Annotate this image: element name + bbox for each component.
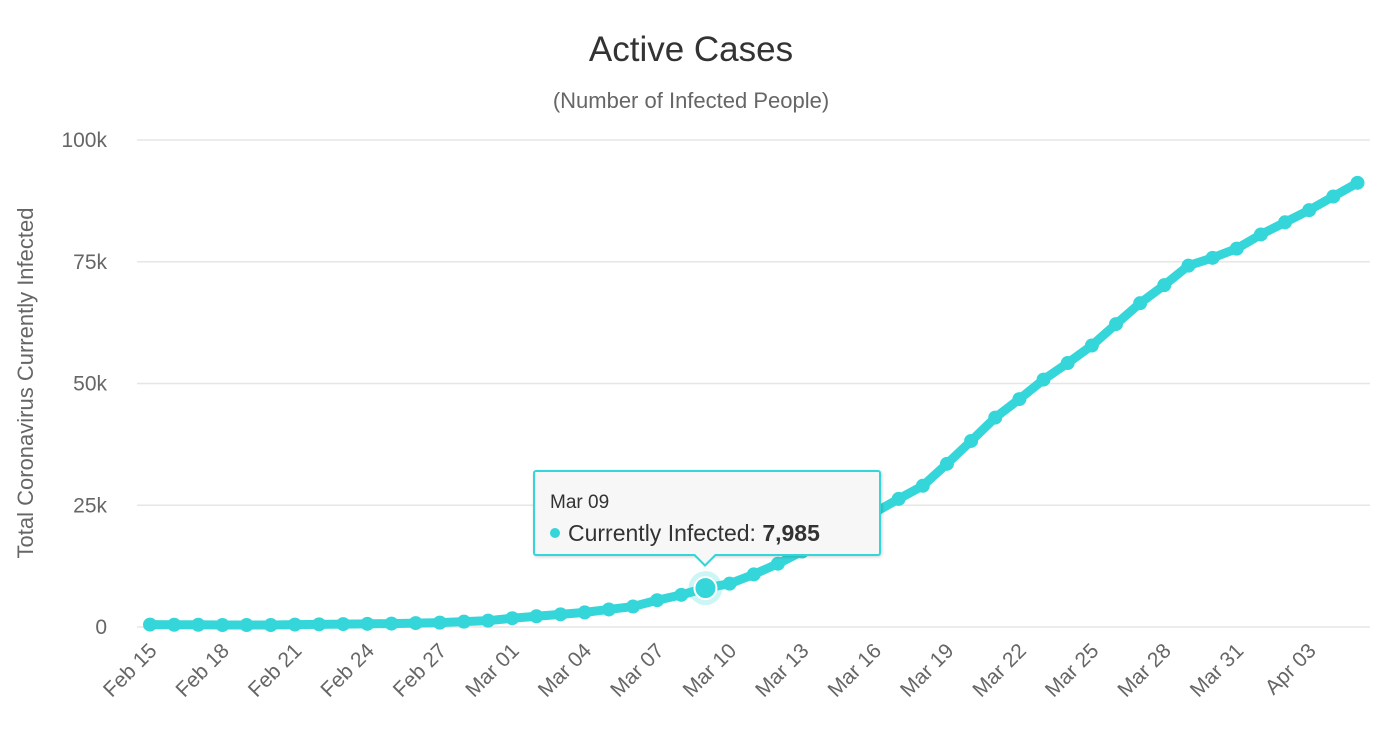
data-point[interactable] <box>1278 215 1293 230</box>
tooltip-value: 7,985 <box>762 520 820 546</box>
data-tooltip: Mar 09 Currently Infected: 7,985 <box>533 470 881 567</box>
chart-subtitle: (Number of Infected People) <box>552 88 830 113</box>
x-tick-label: Feb 27 <box>389 639 452 702</box>
data-point[interactable] <box>1060 356 1075 371</box>
data-point[interactable] <box>408 616 423 631</box>
tooltip-line: Currently Infected: 7,985 <box>550 520 820 547</box>
data-point[interactable] <box>1084 338 1099 353</box>
y-tick-label: 100k <box>61 129 107 152</box>
y-tick-label: 50k <box>73 373 107 396</box>
x-tick-label: Mar 19 <box>896 639 958 701</box>
data-point[interactable] <box>287 617 302 632</box>
data-point[interactable] <box>481 613 496 628</box>
data-point[interactable] <box>601 602 616 617</box>
data-point[interactable] <box>336 617 351 632</box>
x-tick-label: Mar 28 <box>1113 639 1175 701</box>
data-point[interactable] <box>215 618 230 633</box>
x-tick-label: Mar 25 <box>1041 639 1103 701</box>
data-point[interactable] <box>1350 175 1365 190</box>
data-point[interactable] <box>577 605 592 620</box>
x-tick-label: Feb 24 <box>316 639 379 702</box>
data-point[interactable] <box>770 556 785 571</box>
tooltip-label: Currently Infected: <box>568 520 763 546</box>
x-tick-label: Mar 16 <box>824 639 886 701</box>
tooltip-date: Mar 09 <box>550 492 610 513</box>
x-tick-label: Mar 10 <box>679 639 741 701</box>
data-point[interactable] <box>964 433 979 448</box>
data-point[interactable] <box>1157 278 1172 293</box>
data-point[interactable] <box>722 576 737 591</box>
x-tick-label: Mar 04 <box>534 639 597 702</box>
data-point[interactable] <box>505 611 520 626</box>
data-point[interactable] <box>1012 392 1027 407</box>
data-point[interactable] <box>360 616 375 631</box>
y-tick-label: 75k <box>73 251 107 274</box>
data-point[interactable] <box>1109 317 1123 332</box>
x-tick-label: Mar 22 <box>968 639 1030 701</box>
data-point[interactable] <box>263 618 278 633</box>
data-point[interactable] <box>384 616 399 631</box>
data-point[interactable] <box>143 617 157 632</box>
data-point[interactable] <box>1036 372 1051 387</box>
x-tick-label: Mar 07 <box>606 639 668 701</box>
data-point[interactable] <box>1229 241 1244 256</box>
data-point[interactable] <box>1253 227 1268 242</box>
data-point[interactable] <box>239 618 254 633</box>
x-tick-label: Feb 15 <box>99 639 162 702</box>
y-tick-label: 0 <box>95 616 107 639</box>
x-tick-label: Apr 03 <box>1261 639 1321 699</box>
x-tick-label: Mar 31 <box>1186 639 1248 701</box>
data-point[interactable] <box>529 609 544 624</box>
data-point[interactable] <box>891 491 906 506</box>
data-point[interactable] <box>1326 189 1341 204</box>
data-point[interactable] <box>939 456 954 471</box>
hovered-data-point[interactable] <box>693 576 718 601</box>
data-point[interactable] <box>915 478 930 493</box>
x-tick-label: Feb 18 <box>171 639 234 702</box>
data-point[interactable] <box>553 607 568 622</box>
data-point[interactable] <box>650 593 665 608</box>
data-point[interactable] <box>1181 258 1196 273</box>
data-point[interactable] <box>1133 296 1148 311</box>
data-point[interactable] <box>1205 250 1220 265</box>
x-tick-label: Mar 01 <box>461 639 523 701</box>
x-tick-label: Feb 21 <box>244 639 307 702</box>
y-tick-label: 25k <box>73 494 107 517</box>
data-point[interactable] <box>167 617 182 632</box>
data-point[interactable] <box>191 617 206 632</box>
x-tick-label: Mar 13 <box>751 639 813 701</box>
data-point[interactable] <box>456 614 471 629</box>
chart-title: Active Cases <box>588 30 794 69</box>
data-point[interactable] <box>626 599 640 614</box>
series-marker-icon <box>550 527 560 538</box>
data-point[interactable] <box>674 587 689 602</box>
series-line <box>145 178 1362 630</box>
data-point[interactable] <box>1302 203 1317 218</box>
y-axis-label: Total Coronavirus Currently Infected <box>13 208 38 559</box>
data-point[interactable] <box>988 410 1003 425</box>
data-point[interactable] <box>312 617 327 632</box>
data-point[interactable] <box>432 615 447 630</box>
tooltip-arrow-inner <box>695 554 715 564</box>
data-point[interactable] <box>746 567 761 582</box>
